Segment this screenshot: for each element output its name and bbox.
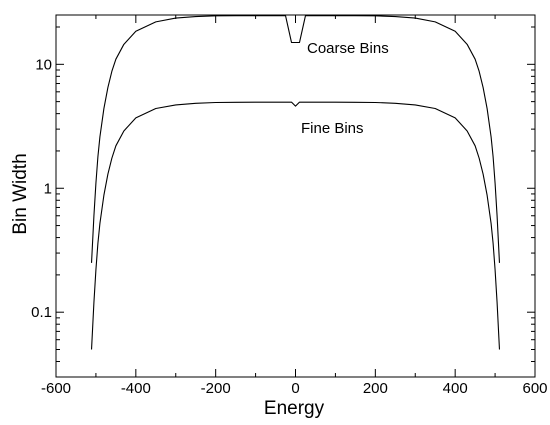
y-axis-label: Bin Width <box>10 153 31 234</box>
x-tick-label: 400 <box>443 380 468 397</box>
y-tick-label: 0.1 <box>31 304 52 321</box>
x-axis-label: Energy <box>264 398 325 419</box>
y-tick-label: 1 <box>44 180 52 197</box>
annotation-fine-bins: Fine Bins <box>301 120 364 137</box>
annotation-coarse-bins: Coarse Bins <box>307 40 389 57</box>
annotation-layer: Coarse Bins Fine Bins <box>301 40 389 137</box>
series-line-coarse-bins <box>90 15 501 263</box>
x-tick-label: -400 <box>121 380 151 397</box>
plot-frame <box>55 14 536 378</box>
y-tick-label: 10 <box>35 56 52 73</box>
x-tick-label: 0 <box>291 380 299 397</box>
x-axis: -600 -400 -200 0 200 400 600 <box>41 15 548 397</box>
series-layer <box>90 15 501 350</box>
series-line-fine-bins <box>90 101 501 350</box>
y-axis: 0.1 1 10 <box>31 26 535 378</box>
plot-border <box>55 14 536 378</box>
x-tick-label: 200 <box>363 380 388 397</box>
x-tick-label: -200 <box>201 380 231 397</box>
x-tick-label: -600 <box>41 380 71 397</box>
x-tick-label: 600 <box>522 380 547 397</box>
